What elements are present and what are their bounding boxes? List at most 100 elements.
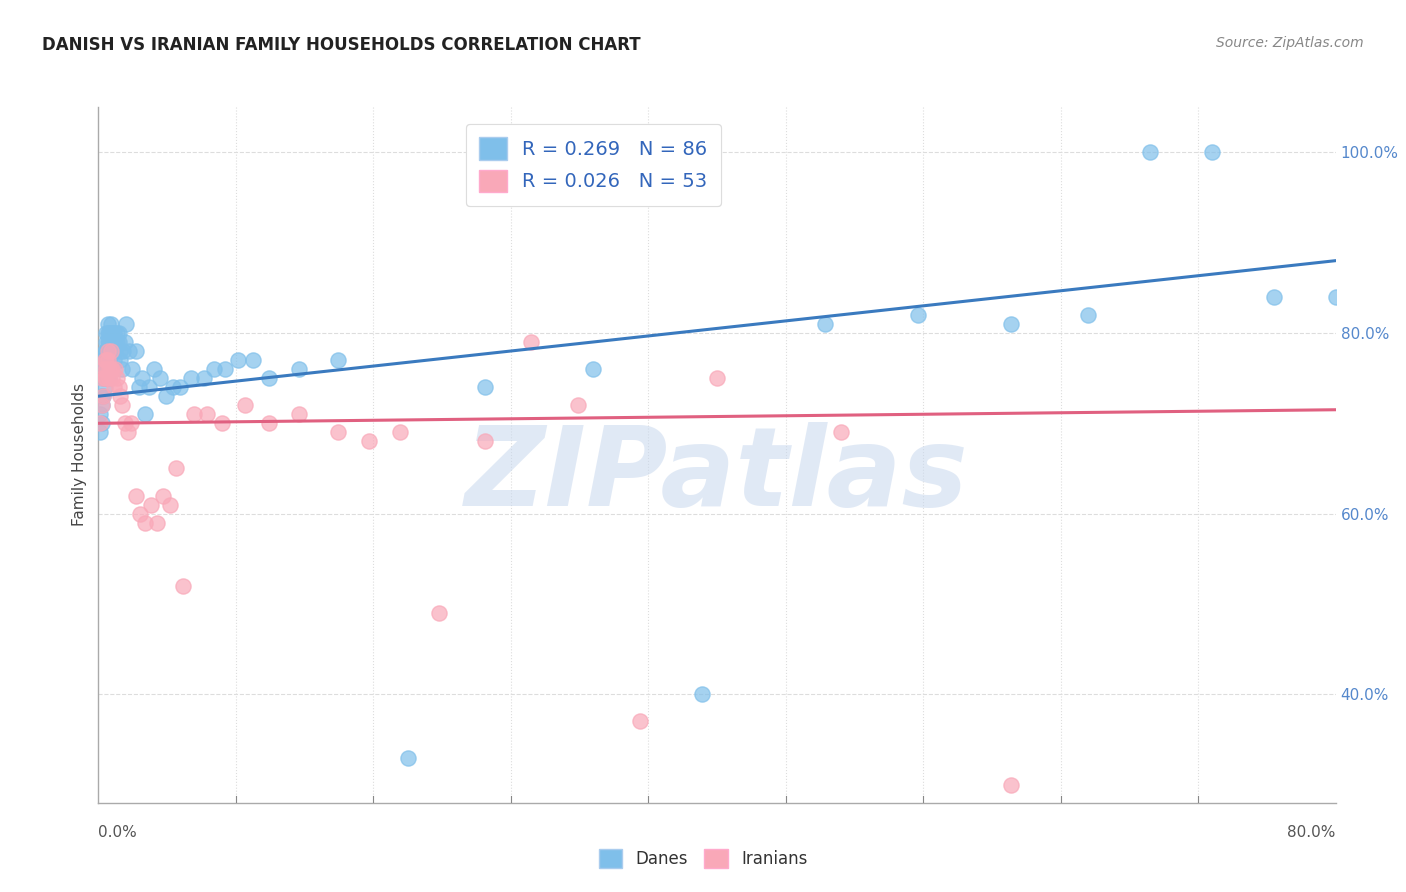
Point: [907, 308, 929, 322]
Point: [103, 380, 125, 394]
Point: [98, 362, 121, 376]
Point: [98, 344, 121, 359]
Point: [114, 417, 136, 431]
Point: [173, 579, 195, 593]
Point: [204, 362, 226, 376]
Point: [103, 326, 125, 340]
Point: [152, 489, 174, 503]
Point: [96, 371, 118, 385]
Point: [214, 362, 236, 376]
Point: [104, 334, 127, 349]
Text: DANISH VS IRANIAN FAMILY HOUSEHOLDS CORRELATION CHART: DANISH VS IRANIAN FAMILY HOUSEHOLDS CORR…: [42, 36, 641, 54]
Point: [1139, 145, 1161, 160]
Point: [165, 461, 187, 475]
Point: [107, 326, 129, 340]
Point: [101, 371, 124, 385]
Point: [90, 417, 112, 431]
Point: [111, 362, 134, 376]
Point: [288, 407, 311, 421]
Point: [104, 344, 127, 359]
Point: [134, 407, 156, 421]
Point: [288, 362, 311, 376]
Point: [100, 362, 122, 376]
Point: [96, 371, 118, 385]
Legend: R = 0.269   N = 86, R = 0.026   N = 53: R = 0.269 N = 86, R = 0.026 N = 53: [465, 124, 721, 205]
Point: [211, 417, 233, 431]
Point: [326, 353, 350, 368]
Point: [582, 362, 605, 376]
Point: [108, 353, 131, 368]
Point: [242, 353, 264, 368]
Y-axis label: Family Households: Family Households: [72, 384, 87, 526]
Point: [103, 334, 125, 349]
Point: [121, 362, 143, 376]
Point: [474, 380, 496, 394]
Point: [93, 371, 115, 385]
Point: [139, 498, 162, 512]
Point: [100, 344, 122, 359]
Point: [98, 326, 121, 340]
Point: [91, 353, 114, 368]
Point: [100, 326, 122, 340]
Point: [628, 714, 651, 729]
Point: [101, 334, 124, 349]
Text: 80.0%: 80.0%: [1288, 825, 1336, 840]
Point: [107, 334, 129, 349]
Point: [101, 362, 124, 376]
Point: [1077, 308, 1099, 322]
Point: [183, 407, 205, 421]
Point: [104, 362, 127, 376]
Point: [91, 389, 114, 403]
Point: [101, 344, 124, 359]
Point: [814, 317, 837, 331]
Point: [118, 344, 141, 359]
Point: [91, 389, 114, 403]
Point: [134, 516, 156, 530]
Point: [193, 371, 215, 385]
Point: [149, 371, 172, 385]
Point: [93, 362, 115, 376]
Point: [706, 371, 728, 385]
Point: [143, 362, 166, 376]
Point: [105, 371, 128, 385]
Point: [111, 398, 134, 412]
Point: [93, 362, 115, 376]
Point: [93, 344, 115, 359]
Point: [89, 407, 111, 421]
Point: [124, 344, 146, 359]
Point: [155, 389, 177, 403]
Point: [90, 398, 112, 412]
Point: [108, 344, 131, 359]
Point: [90, 371, 112, 385]
Point: [96, 362, 118, 376]
Point: [101, 326, 124, 340]
Point: [169, 380, 191, 394]
Point: [98, 362, 121, 376]
Point: [98, 353, 121, 368]
Point: [100, 317, 122, 331]
Point: [146, 516, 169, 530]
Point: [257, 417, 280, 431]
Point: [91, 362, 114, 376]
Point: [89, 425, 111, 440]
Point: [396, 750, 419, 764]
Point: [97, 344, 120, 359]
Point: [1324, 290, 1347, 304]
Point: [96, 344, 118, 359]
Text: ZIPatlas: ZIPatlas: [465, 422, 969, 529]
Point: [96, 334, 118, 349]
Point: [90, 389, 112, 403]
Point: [180, 371, 202, 385]
Point: [96, 326, 118, 340]
Point: [128, 380, 150, 394]
Point: [97, 344, 120, 359]
Point: [91, 362, 114, 376]
Point: [520, 334, 543, 349]
Point: [105, 326, 128, 340]
Point: [162, 380, 184, 394]
Point: [91, 371, 114, 385]
Point: [1201, 145, 1223, 160]
Point: [830, 425, 852, 440]
Point: [159, 498, 181, 512]
Point: [97, 334, 120, 349]
